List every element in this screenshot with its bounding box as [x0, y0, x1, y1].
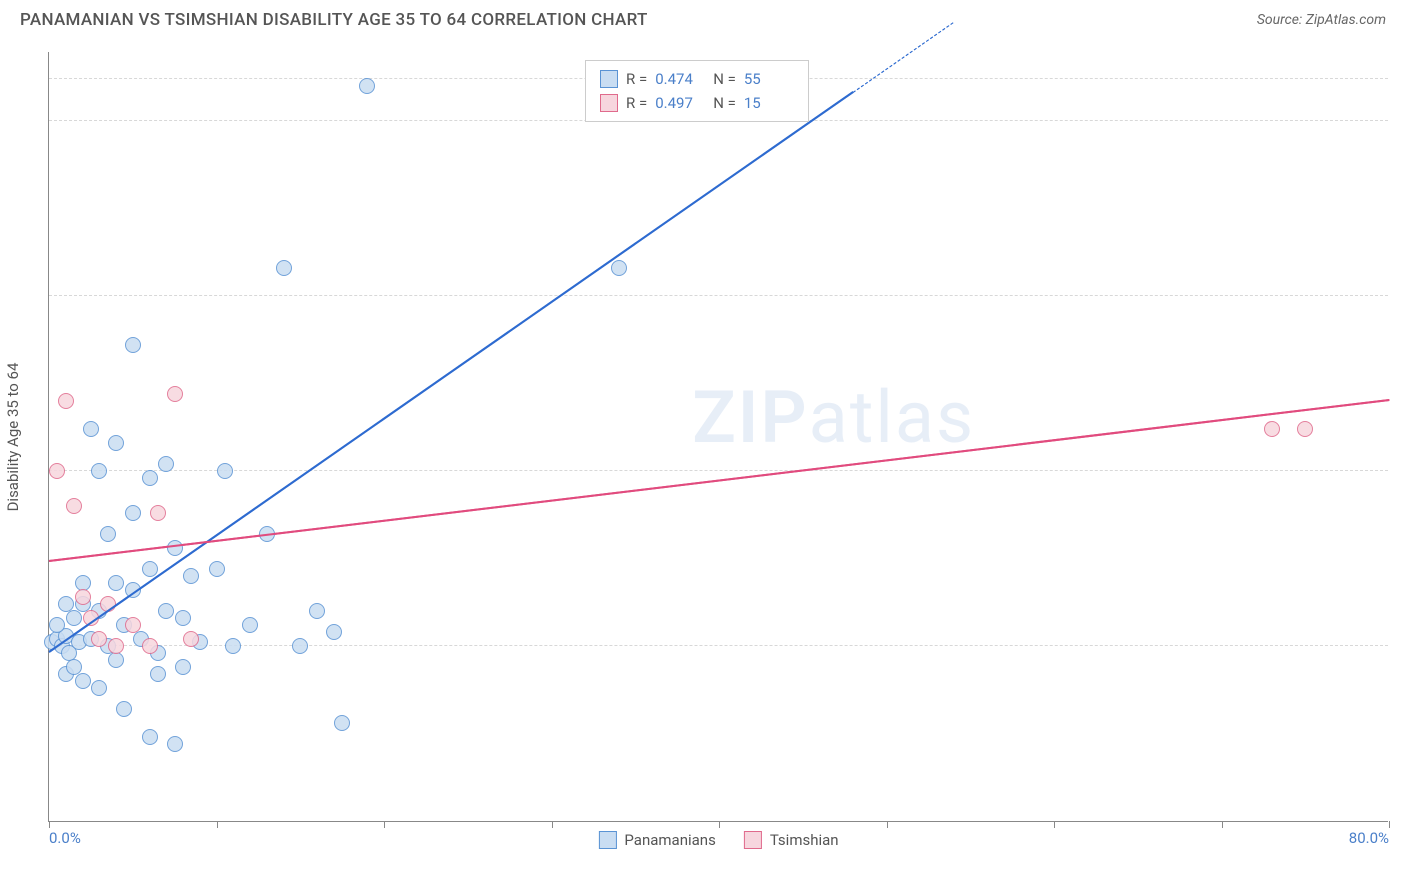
- x-tick: [887, 821, 888, 828]
- data-point: [142, 470, 158, 486]
- x-tick: [1222, 821, 1223, 828]
- data-point: [66, 498, 82, 514]
- data-point: [167, 736, 183, 752]
- data-point: [91, 463, 107, 479]
- data-point: [1264, 421, 1280, 437]
- stats-box: R = 0.474 N = 55 R = 0.497 N = 15: [585, 60, 809, 122]
- data-point: [66, 610, 82, 626]
- stat-swatch: [600, 94, 618, 112]
- stat-n-value: 15: [744, 91, 794, 115]
- data-point: [225, 638, 241, 654]
- data-point: [183, 631, 199, 647]
- stat-r-label: R =: [626, 67, 647, 91]
- data-point: [108, 435, 124, 451]
- data-point: [175, 610, 191, 626]
- data-point: [359, 78, 375, 94]
- data-point: [125, 505, 141, 521]
- x-tick-label: 80.0%: [1349, 829, 1389, 847]
- chart-source: Source: ZipAtlas.com: [1257, 12, 1386, 28]
- data-point: [125, 337, 141, 353]
- legend-swatch: [598, 831, 616, 849]
- data-point: [175, 659, 191, 675]
- stats-row: R = 0.497 N = 15: [600, 91, 794, 115]
- data-point: [334, 715, 350, 731]
- legend-label: Panamanians: [624, 831, 715, 849]
- data-point: [91, 680, 107, 696]
- x-tick: [49, 821, 50, 828]
- data-point: [167, 540, 183, 556]
- legend-swatch: [744, 831, 762, 849]
- data-point: [91, 631, 107, 647]
- data-point: [58, 596, 74, 612]
- legend-label: Tsimshian: [770, 831, 839, 849]
- legend: Panamanians Tsimshian: [598, 831, 838, 849]
- data-point: [217, 463, 233, 479]
- stat-r-label: R =: [626, 91, 647, 115]
- data-point: [167, 386, 183, 402]
- gridline: [49, 645, 1388, 646]
- x-tick: [217, 821, 218, 828]
- stat-swatch: [600, 70, 618, 88]
- data-point: [292, 638, 308, 654]
- data-point: [49, 617, 65, 633]
- stat-r-value: 0.474: [655, 67, 705, 91]
- data-point: [158, 456, 174, 472]
- data-point: [108, 638, 124, 654]
- data-point: [150, 666, 166, 682]
- legend-item: Tsimshian: [744, 831, 839, 849]
- data-point: [309, 603, 325, 619]
- x-tick-label: 0.0%: [49, 829, 81, 847]
- data-point: [158, 603, 174, 619]
- x-tick: [719, 821, 720, 828]
- data-point: [108, 575, 124, 591]
- gridline: [49, 295, 1388, 296]
- data-point: [125, 617, 141, 633]
- gridline: [49, 470, 1388, 471]
- data-point: [150, 505, 166, 521]
- data-point: [1297, 421, 1313, 437]
- data-point: [75, 589, 91, 605]
- data-point: [58, 393, 74, 409]
- chart-header: PANAMANIAN VS TSIMSHIAN DISABILITY AGE 3…: [0, 0, 1406, 30]
- trend-line: [48, 91, 853, 653]
- stat-n-value: 55: [744, 67, 794, 91]
- data-point: [611, 260, 627, 276]
- data-point: [209, 561, 225, 577]
- legend-item: Panamanians: [598, 831, 715, 849]
- data-point: [276, 260, 292, 276]
- data-point: [108, 652, 124, 668]
- data-point: [142, 729, 158, 745]
- stat-n-label: N =: [713, 91, 736, 115]
- stat-n-label: N =: [713, 67, 736, 91]
- x-tick: [1389, 821, 1390, 828]
- data-point: [242, 617, 258, 633]
- data-point: [49, 463, 65, 479]
- data-point: [183, 568, 199, 584]
- chart-container: Disability Age 35 to 64 12.5%25.0%37.5%5…: [48, 52, 1388, 822]
- watermark: ZIPatlas: [692, 375, 975, 460]
- data-point: [83, 421, 99, 437]
- trend-line: [853, 22, 954, 93]
- x-tick: [552, 821, 553, 828]
- data-point: [142, 561, 158, 577]
- x-tick: [1054, 821, 1055, 828]
- data-point: [326, 624, 342, 640]
- data-point: [142, 638, 158, 654]
- data-point: [100, 526, 116, 542]
- stat-r-value: 0.497: [655, 91, 705, 115]
- stats-row: R = 0.474 N = 55: [600, 67, 794, 91]
- data-point: [116, 701, 132, 717]
- trend-line: [49, 399, 1389, 562]
- chart-title: PANAMANIAN VS TSIMSHIAN DISABILITY AGE 3…: [20, 10, 648, 30]
- data-point: [75, 673, 91, 689]
- plot-area: Disability Age 35 to 64 12.5%25.0%37.5%5…: [48, 52, 1388, 822]
- y-axis-label: Disability Age 35 to 64: [4, 362, 22, 511]
- x-tick: [384, 821, 385, 828]
